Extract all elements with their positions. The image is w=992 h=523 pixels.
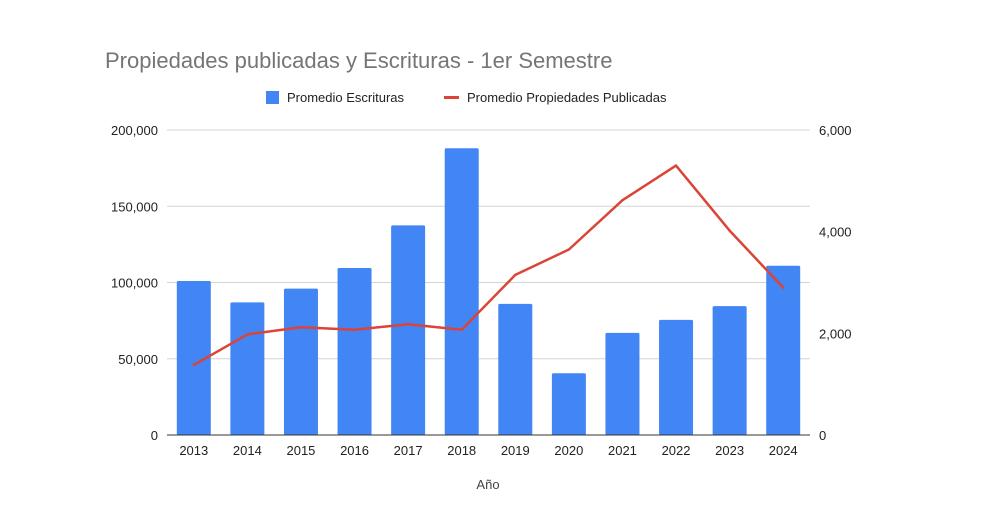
legend: Promedio Escrituras Promedio Propiedades… — [266, 90, 667, 105]
x-axis-ticks: 2013 2014 2015 2016 2017 2018 2019 2020 2021 2022… — [179, 443, 797, 458]
left-tick-label: 100,000 — [111, 276, 158, 291]
line-point-2014 — [246, 333, 249, 336]
x-tick-label: 2013 — [179, 443, 208, 458]
line-point-2021 — [621, 198, 624, 202]
x-tick-label: 2016 — [340, 443, 369, 458]
line-series-propiedades — [192, 164, 785, 367]
gridlines — [167, 129, 810, 360]
bar-2015 — [283, 288, 318, 435]
line-propiedades-publicadas — [192, 164, 785, 367]
legend-swatch-escrituras — [266, 91, 279, 104]
line-point-2024 — [782, 286, 785, 289]
x-tick-label: 2018 — [447, 443, 476, 458]
left-axis-ticks: 0 50,000 100,000 150,000 200,000 — [111, 123, 158, 443]
bar-2016 — [337, 268, 372, 435]
bar-2020 — [551, 373, 586, 435]
bar-2022 — [659, 319, 694, 435]
bar-2024 — [766, 265, 801, 435]
right-tick-label: 4,000 — [819, 225, 852, 240]
bar-2013 — [176, 280, 211, 435]
bar-2018 — [444, 148, 479, 436]
line-point-2017 — [406, 322, 410, 326]
line-point-2023 — [728, 229, 731, 232]
right-tick-label: 2,000 — [819, 326, 852, 341]
left-tick-label: 0 — [151, 428, 158, 443]
right-axis-ticks: 0 2,000 4,000 6,000 — [819, 123, 852, 443]
x-tick-label: 2020 — [554, 443, 583, 458]
legend-label-escrituras: Promedio Escrituras — [287, 90, 405, 105]
legend-label-propiedades: Promedio Propiedades Publicadas — [467, 90, 667, 105]
left-tick-label: 200,000 — [111, 123, 158, 138]
bar-2021 — [605, 332, 640, 435]
x-tick-label: 2022 — [662, 443, 691, 458]
line-point-2013 — [192, 363, 195, 367]
x-tick-label: 2017 — [394, 443, 423, 458]
line-point-2022 — [674, 164, 678, 167]
line-point-2020 — [567, 248, 571, 251]
x-tick-label: 2021 — [608, 443, 637, 458]
line-point-2015 — [299, 326, 303, 329]
x-tick-label: 2015 — [286, 443, 315, 458]
legend-swatch-propiedades — [444, 96, 459, 99]
bar-series-escrituras — [176, 148, 801, 436]
right-tick-label: 0 — [819, 428, 826, 443]
line-point-2018 — [460, 328, 463, 331]
line-point-2016 — [353, 328, 356, 331]
bar-2019 — [498, 303, 533, 435]
chart-title: Propiedades publicadas y Escrituras - 1e… — [105, 48, 612, 73]
bar-2017 — [391, 225, 426, 435]
left-tick-label: 150,000 — [111, 199, 158, 214]
left-tick-label: 50,000 — [118, 352, 158, 367]
bar-2023 — [712, 306, 747, 435]
line-point-2019 — [514, 273, 517, 277]
x-tick-label: 2023 — [715, 443, 744, 458]
x-tick-label: 2014 — [233, 443, 262, 458]
bar-2014 — [230, 302, 265, 435]
x-tick-label: 2019 — [501, 443, 530, 458]
right-tick-label: 6,000 — [819, 123, 852, 138]
x-tick-label: 2024 — [769, 443, 798, 458]
x-axis-label: Año — [476, 477, 499, 492]
